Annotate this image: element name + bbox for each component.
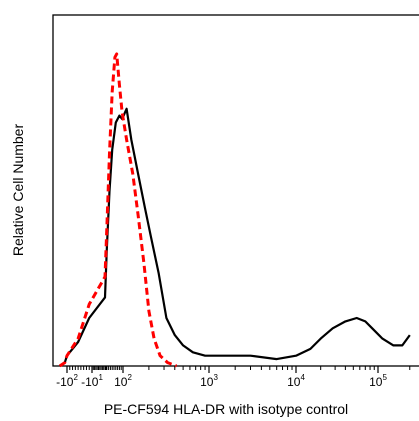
y-axis-title: Relative Cell Number [10, 124, 26, 257]
x-tick-label: 102 [114, 373, 132, 389]
x-axis-title: PE-CF594 HLA-DR with isotype control [104, 401, 348, 417]
x-major-ticks [66, 366, 379, 373]
x-minor-ticks [69, 366, 411, 370]
x-tick-labels: -102 -101 102 103 104 105 [56, 373, 387, 389]
x-tick-label: -101 [81, 373, 103, 389]
series-layer [58, 52, 411, 368]
isotype-control-histogram [58, 52, 178, 368]
x-tick-label: 105 [369, 373, 387, 389]
x-tick-label: 103 [200, 373, 218, 389]
x-tick-label: -102 [56, 373, 78, 389]
x-tick-label: 104 [287, 373, 305, 389]
plot-frame [52, 14, 419, 367]
